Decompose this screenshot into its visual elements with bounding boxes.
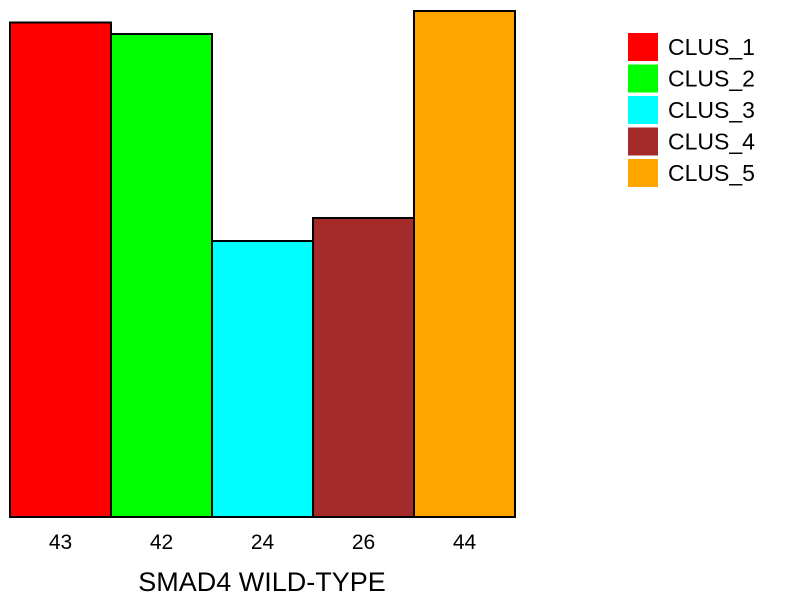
legend-swatch [628, 64, 658, 93]
legend-swatch [628, 127, 658, 156]
legend-swatch [628, 33, 658, 61]
bar-value-labels: 43 42 24 26 44 [49, 531, 477, 554]
legend-swatch [628, 159, 658, 187]
bar-value-label: 26 [352, 531, 375, 554]
bar-value-label: 43 [49, 531, 72, 554]
bar-clus-5 [413, 10, 516, 518]
bar-value-label: 44 [453, 531, 477, 554]
bar-value-label: 24 [251, 531, 275, 554]
bar-clus-3 [211, 240, 314, 518]
legend: CLUS_1 CLUS_2 CLUS_3 CLUS_4 CLUS_5 [628, 33, 755, 187]
bars-group [9, 10, 516, 518]
legend-label: CLUS_4 [668, 129, 755, 155]
bar-value-label: 42 [150, 531, 173, 554]
bar-clus-1 [9, 21, 112, 518]
legend-label: CLUS_2 [668, 66, 755, 92]
legend-label: CLUS_5 [668, 160, 755, 186]
x-axis-label: SMAD4 WILD-TYPE [138, 567, 386, 597]
bar-clus-4 [312, 217, 415, 518]
legend-swatch [628, 96, 658, 124]
legend-label: CLUS_3 [668, 97, 755, 123]
legend-label: CLUS_1 [668, 34, 755, 60]
bar-clus-2 [110, 33, 213, 518]
